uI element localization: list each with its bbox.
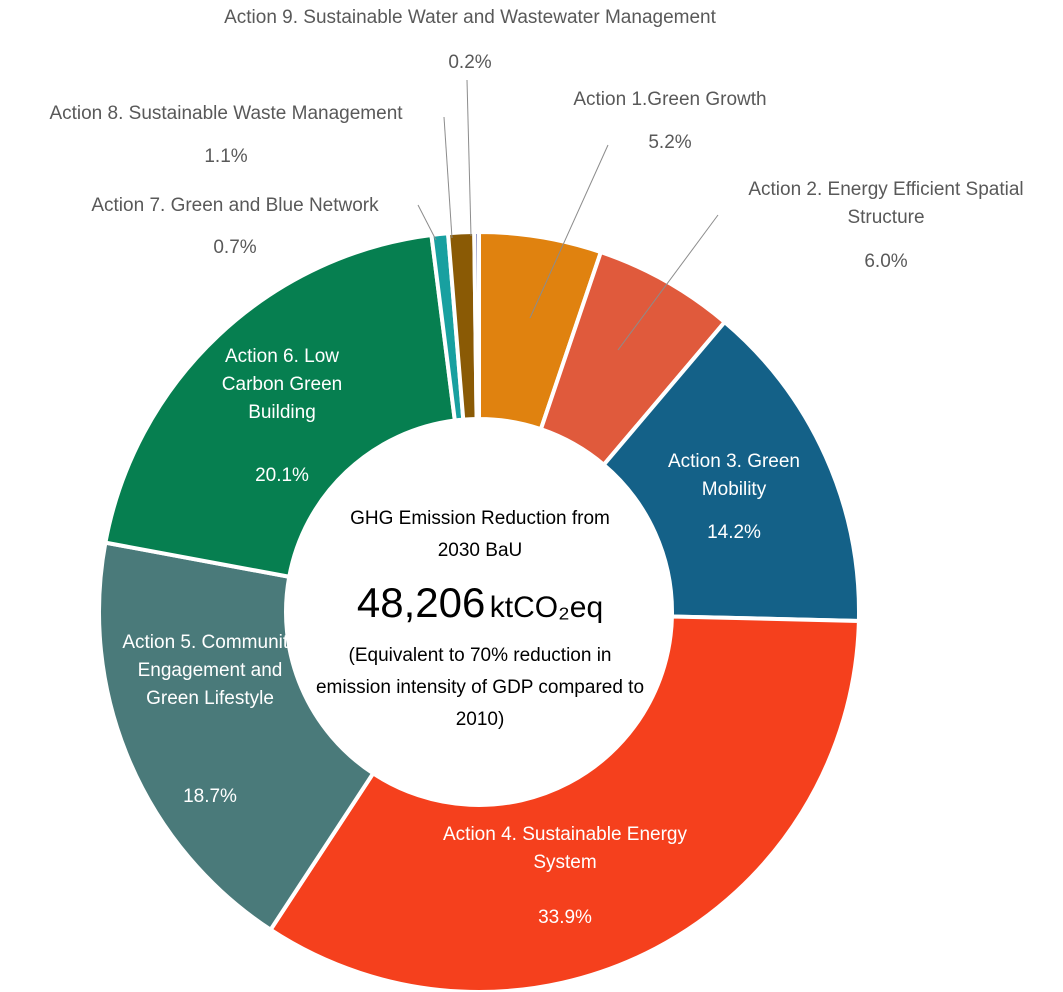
segment-label: Action 5. Community Engagement and Green… bbox=[122, 632, 298, 709]
segment-label: Action 7. Green and Blue Network bbox=[91, 195, 379, 216]
leader-line bbox=[529, 144, 609, 319]
segment-label: Action 4. Sustainable Energy System bbox=[443, 824, 687, 873]
segment-label: Action 8. Sustainable Waste Management bbox=[49, 103, 403, 124]
center-total: 48,206 bbox=[356, 579, 486, 626]
segment-label: Action 9. Sustainable Water and Wastewat… bbox=[224, 7, 716, 28]
segment-label: Action 3. Green Mobility bbox=[667, 451, 801, 500]
leader-line bbox=[466, 79, 472, 237]
segment-value-label: 0.7% bbox=[213, 237, 257, 258]
center-note: (Equivalent to 70% reduction in emission… bbox=[315, 645, 645, 730]
donut-segment bbox=[97, 540, 376, 933]
segment-value-label: 14.2% bbox=[707, 522, 761, 543]
donut-segment bbox=[103, 232, 458, 580]
donut-segment bbox=[600, 319, 861, 623]
segment-label: Action 2. Energy Efficient Spatial Struc… bbox=[748, 179, 1024, 228]
segment-value-label: 18.7% bbox=[183, 786, 237, 807]
center-unit: ktCO₂eq bbox=[489, 591, 604, 624]
donut-segment bbox=[267, 614, 861, 992]
leader-line bbox=[617, 214, 719, 351]
segment-value-label: 0.2% bbox=[448, 52, 492, 73]
center-total-block: 48,206 ktCO₂eq bbox=[290, 578, 670, 638]
segment-value-label: 1.1% bbox=[204, 146, 248, 167]
donut-segment bbox=[472, 229, 481, 422]
segment-label: Action 1.Green Growth bbox=[573, 89, 767, 110]
leader-line bbox=[417, 204, 437, 241]
center-heading: GHG Emission Reduction from 2030 BaU bbox=[350, 508, 610, 561]
segment-value-label: 5.2% bbox=[648, 132, 692, 153]
segment-label: Action 6. Low Carbon Green Building bbox=[221, 346, 343, 423]
segment-value-label: 33.9% bbox=[538, 907, 592, 928]
segment-value-label: 20.1% bbox=[255, 465, 309, 486]
leader-line bbox=[443, 116, 453, 239]
segment-value-label: 6.0% bbox=[864, 251, 908, 272]
